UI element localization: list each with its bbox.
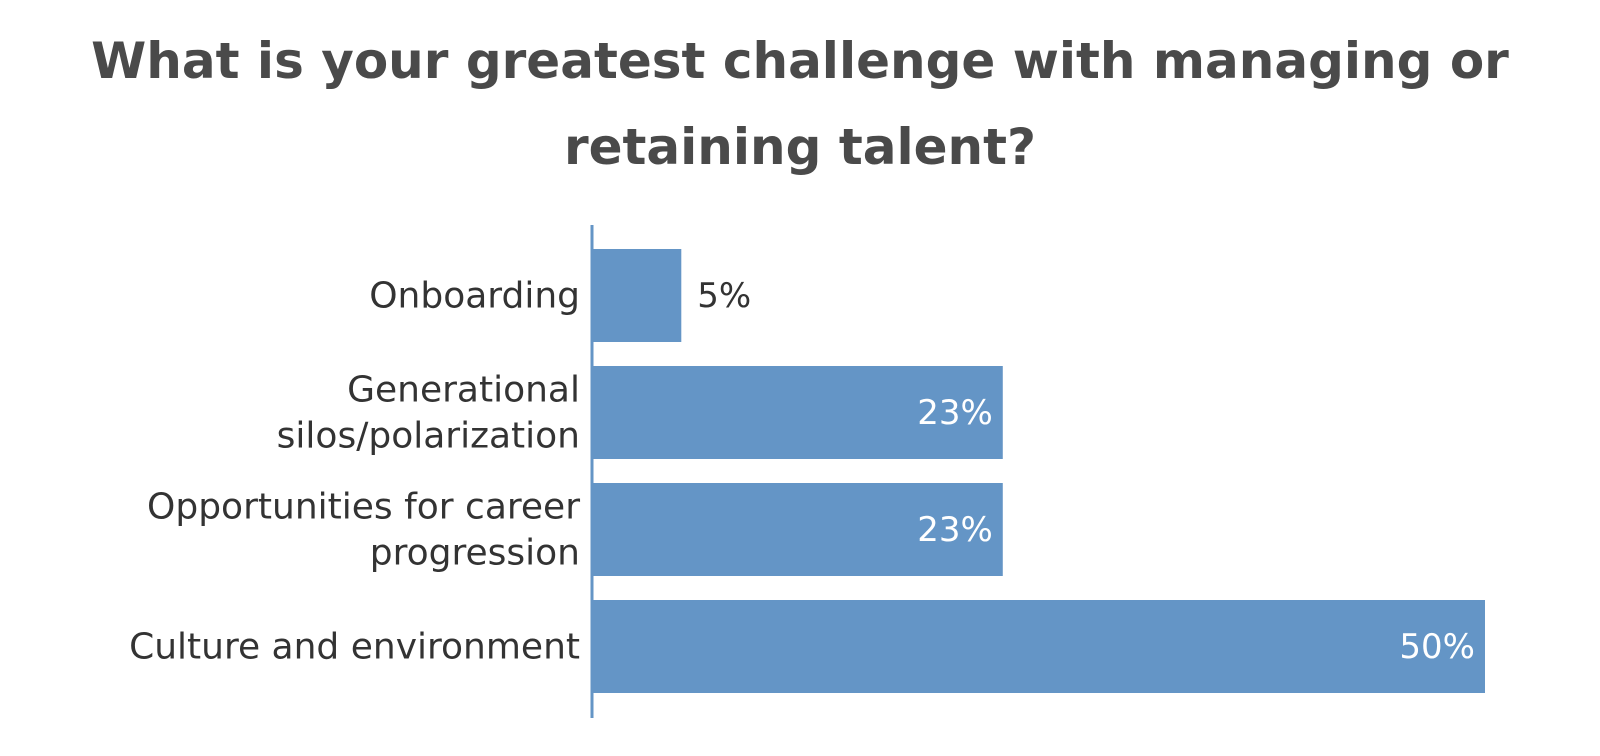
value-label: 5% (697, 276, 751, 316)
category-label: silos/polarization (277, 416, 580, 457)
value-label: 23% (917, 393, 993, 433)
value-label: 50% (1399, 627, 1475, 667)
bar (592, 366, 1003, 459)
category-label: Opportunities for career (147, 487, 580, 528)
category-label: Onboarding (369, 276, 580, 317)
value-label: 23% (917, 510, 993, 550)
category-label: Generational (347, 370, 580, 411)
bar (592, 483, 1003, 576)
bar (592, 600, 1485, 693)
category-label: Culture and environment (129, 627, 580, 668)
bar (592, 249, 682, 342)
chart-title: What is your greatest challenge with man… (91, 32, 1509, 176)
category-label: progression (370, 533, 580, 574)
